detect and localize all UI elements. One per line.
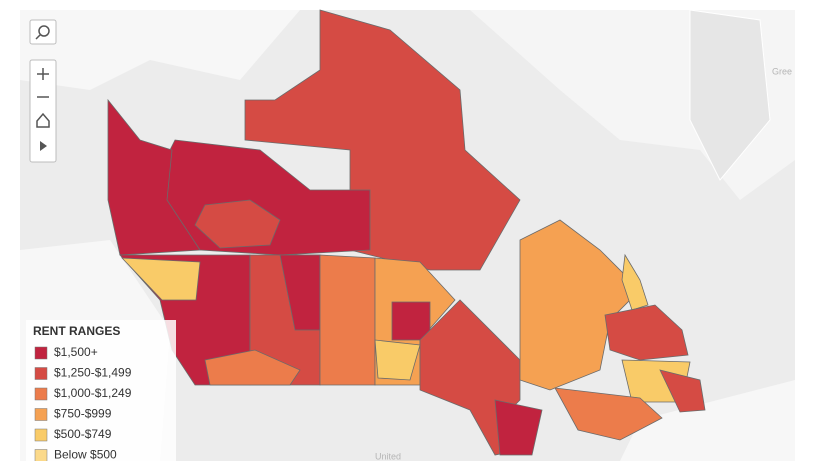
region bbox=[604, 304, 689, 361]
legend-swatch bbox=[34, 367, 48, 380]
water bbox=[620, 380, 795, 461]
pan-button[interactable] bbox=[40, 141, 47, 151]
region bbox=[494, 399, 543, 456]
map-controls bbox=[29, 19, 57, 163]
search-icon bbox=[35, 34, 41, 40]
legend-swatch bbox=[34, 387, 48, 401]
search-icon bbox=[38, 25, 50, 37]
water bbox=[20, 10, 300, 90]
region bbox=[107, 98, 201, 256]
legend-label: $750-$999 bbox=[54, 407, 112, 421]
region bbox=[659, 369, 706, 413]
region bbox=[121, 257, 201, 301]
legend-swatch bbox=[34, 346, 48, 360]
legend-label: $1,000-$1,249 bbox=[54, 386, 132, 400]
zoom-toolbar bbox=[29, 59, 57, 163]
region bbox=[554, 387, 663, 441]
region bbox=[374, 339, 421, 381]
region bbox=[519, 219, 641, 391]
legend-background bbox=[26, 320, 176, 461]
legend-label: $1,250-$1,499 bbox=[54, 366, 132, 380]
legend-label: Below $500 bbox=[54, 448, 117, 461]
legend-label: $500-$749 bbox=[54, 427, 112, 441]
region bbox=[621, 253, 649, 311]
search-button[interactable] bbox=[29, 19, 57, 45]
region bbox=[204, 349, 301, 386]
legend-title: RENT RANGES bbox=[33, 324, 120, 338]
home-button[interactable] bbox=[36, 112, 50, 128]
basemap-label: United bbox=[375, 451, 401, 461]
legend-swatch bbox=[34, 428, 48, 442]
regions bbox=[107, 9, 706, 456]
legend-label: $1,500+ bbox=[54, 345, 98, 359]
legend: RENT RANGES $1,500+ $1,250-$1,499 $1,000-$… bbox=[26, 320, 176, 461]
region bbox=[391, 301, 431, 341]
region bbox=[319, 254, 376, 386]
legend-swatch bbox=[34, 408, 48, 421]
greenland bbox=[689, 9, 771, 181]
legend-items: $1,500+ $1,250-$1,499 $1,000-$1,249 $750-$9… bbox=[34, 345, 132, 461]
basemap-label: Gree bbox=[772, 66, 792, 76]
legend-swatch bbox=[34, 449, 48, 461]
zoom-in-button[interactable] bbox=[37, 68, 49, 80]
region bbox=[194, 199, 281, 249]
